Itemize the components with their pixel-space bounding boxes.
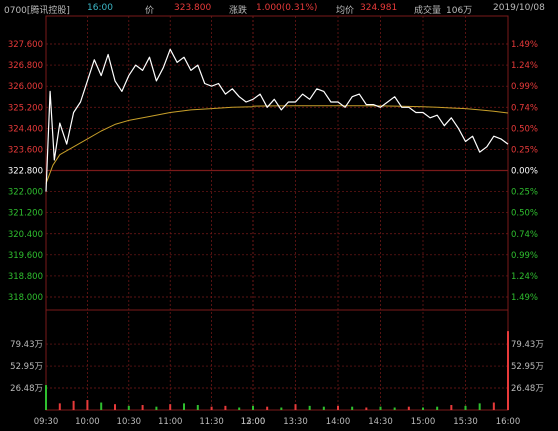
percent-tick-label: 0.25% [511, 188, 538, 198]
volume-bar [478, 403, 481, 410]
volume-bar [393, 407, 396, 410]
volume-bar [294, 404, 297, 410]
time-tick-label: 13:00 [241, 417, 266, 427]
time-tick-label: 11:30 [199, 417, 224, 427]
volume-bar [169, 404, 172, 410]
percent-tick-label: 1.49% [511, 40, 538, 50]
change-label: 涨跌 [229, 6, 248, 16]
price-tick-label: 319.600 [8, 251, 43, 261]
time-tick-label: 11:00 [158, 417, 183, 427]
volume-bar [464, 405, 467, 410]
percent-tick-label: 0.74% [511, 230, 538, 240]
price-tick-label: 327.600 [8, 40, 43, 50]
volume-tick-label-right: 26.48万 [511, 384, 544, 394]
time-tick-label: 14:30 [368, 417, 393, 427]
volume-tick-label-right: 79.43万 [511, 340, 544, 350]
volume-tick-label: 26.48万 [10, 384, 43, 394]
volume-bar [183, 403, 185, 410]
volume-bar [155, 406, 158, 410]
percent-tick-label: 0.99% [511, 251, 538, 261]
quote-header: 0700[腾讯控股] 16:00 价 323.800 涨跌 1.000(0.31… [0, 0, 558, 16]
volume-bar [379, 406, 382, 410]
price-tick-label: 322.000 [8, 188, 43, 198]
percent-tick-label: 1.49% [511, 293, 538, 303]
time-tick-label: 14:00 [326, 417, 351, 427]
volume-bar [492, 402, 495, 410]
price-tick-label: 318.000 [8, 293, 43, 303]
price-tick-label: 323.600 [8, 145, 43, 155]
time-tick-label: 16:00 [496, 417, 521, 427]
volume-label: 成交量 [414, 6, 442, 16]
price-line [45, 48, 509, 192]
percent-tick-label: 1.24% [511, 272, 538, 282]
volume-bar [238, 407, 241, 410]
percent-tick-label: 0.00% [511, 167, 538, 177]
price-series [45, 48, 509, 192]
percent-tick-label: 0.50% [511, 124, 538, 134]
volume-tick-label-right: 52.95万 [511, 362, 544, 372]
volume-bar [308, 405, 311, 410]
volume-bar [280, 407, 283, 410]
trade-date: 2019/10/08 [493, 3, 545, 13]
volume-tick-label: 79.43万 [10, 340, 43, 350]
volume-bar [252, 405, 254, 410]
avg-price-label: 均价 [336, 6, 355, 16]
price-tick-label: 321.200 [8, 209, 43, 219]
volume-bar [507, 331, 509, 410]
volume-bar [436, 406, 439, 410]
volume-bar [196, 405, 199, 410]
volume-bar [450, 405, 453, 410]
avg-price: 324.981 [360, 3, 398, 13]
time-tick-label: 12:00 [241, 417, 266, 427]
volume-bar [266, 406, 269, 410]
volume-bar [337, 405, 339, 410]
quote-time: 16:00 [87, 3, 113, 13]
volume-bar [351, 406, 354, 410]
volume-bars [45, 331, 509, 410]
last-price: 323.800 [174, 3, 212, 13]
volume-bar [224, 405, 227, 410]
volume-bar [422, 407, 424, 410]
volume-bar [72, 400, 75, 410]
price-change: 1.000(0.31%) [256, 3, 318, 13]
volume-bar [407, 406, 410, 410]
price-tick-label: 326.000 [8, 82, 43, 92]
price-label: 价 [145, 6, 155, 16]
volume-bar [114, 404, 116, 410]
price-tick-label: 322.800 [8, 167, 43, 177]
volume-bar [141, 405, 144, 410]
percent-tick-label: 0.25% [511, 145, 538, 155]
percent-tick-label: 0.50% [511, 209, 538, 219]
percent-tick-label: 1.24% [511, 61, 538, 71]
percent-tick-label: 0.99% [511, 82, 538, 92]
time-tick-label: 15:00 [411, 417, 436, 427]
stock-code-name: 0700[腾讯控股] [4, 6, 70, 16]
total-volume: 106万 [446, 6, 473, 16]
time-tick-label: 10:30 [117, 417, 142, 427]
time-tick-label: 10:00 [75, 417, 100, 427]
price-tick-label: 320.400 [8, 230, 43, 240]
axes: 327.600 1.49% 326.800 1.24% 326.000 0.99% 325.… [8, 40, 544, 427]
volume-bar [210, 406, 213, 410]
time-tick-label: 13:30 [283, 417, 308, 427]
time-tick-label: 09:30 [34, 417, 59, 427]
volume-bar [45, 385, 47, 410]
average-price-line [45, 105, 509, 184]
volume-bar [127, 405, 130, 410]
volume-bar [322, 406, 325, 410]
volume-bar [365, 407, 368, 410]
time-tick-label: 15:30 [453, 417, 478, 427]
volume-bar [58, 403, 61, 410]
volume-bar [86, 400, 89, 410]
volume-tick-label: 52.95万 [10, 362, 43, 372]
price-tick-label: 326.800 [8, 61, 43, 71]
volume-bar [100, 402, 103, 410]
percent-tick-label: 0.74% [511, 103, 538, 113]
grid [45, 15, 509, 411]
price-tick-label: 318.800 [8, 272, 43, 282]
price-tick-label: 325.200 [8, 103, 43, 113]
price-tick-label: 324.400 [8, 124, 43, 134]
